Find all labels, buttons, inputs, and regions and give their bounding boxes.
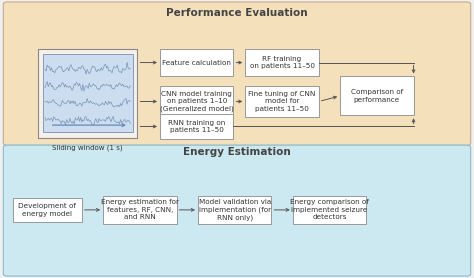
FancyBboxPatch shape [198,196,271,224]
FancyBboxPatch shape [292,196,366,224]
FancyBboxPatch shape [160,114,233,139]
FancyBboxPatch shape [340,76,413,115]
Text: Comparison of
performance: Comparison of performance [351,89,403,103]
FancyBboxPatch shape [160,49,233,76]
FancyBboxPatch shape [160,86,233,117]
FancyBboxPatch shape [38,49,137,138]
FancyBboxPatch shape [246,49,319,76]
FancyBboxPatch shape [103,196,176,224]
Text: Fine tuning of CNN
model for
patients 11–50: Fine tuning of CNN model for patients 11… [248,91,316,112]
FancyBboxPatch shape [246,86,319,117]
Text: RNN training on
patients 11–50: RNN training on patients 11–50 [168,120,225,133]
Text: RF training
on patients 11–50: RF training on patients 11–50 [249,56,315,69]
Text: Performance Evaluation: Performance Evaluation [166,8,308,18]
Text: Feature calculation: Feature calculation [162,59,231,66]
Text: Development of
energy model: Development of energy model [18,203,76,217]
Text: Model validation via
implementation (for
RNN only): Model validation via implementation (for… [199,199,271,221]
FancyBboxPatch shape [43,54,133,132]
Text: Energy estimation for
features, RF, CNN,
and RNN: Energy estimation for features, RF, CNN,… [101,199,179,220]
Text: Sliding window (1 s): Sliding window (1 s) [53,145,123,151]
Text: Energy Estimation: Energy Estimation [183,147,291,157]
Text: CNN model training
on patients 1–10
(Generalized model): CNN model training on patients 1–10 (Gen… [160,91,234,112]
Text: Energy comparison of
implemented seizure
detectors: Energy comparison of implemented seizure… [290,199,369,220]
FancyBboxPatch shape [13,198,82,222]
FancyBboxPatch shape [3,2,471,145]
FancyBboxPatch shape [3,145,471,276]
